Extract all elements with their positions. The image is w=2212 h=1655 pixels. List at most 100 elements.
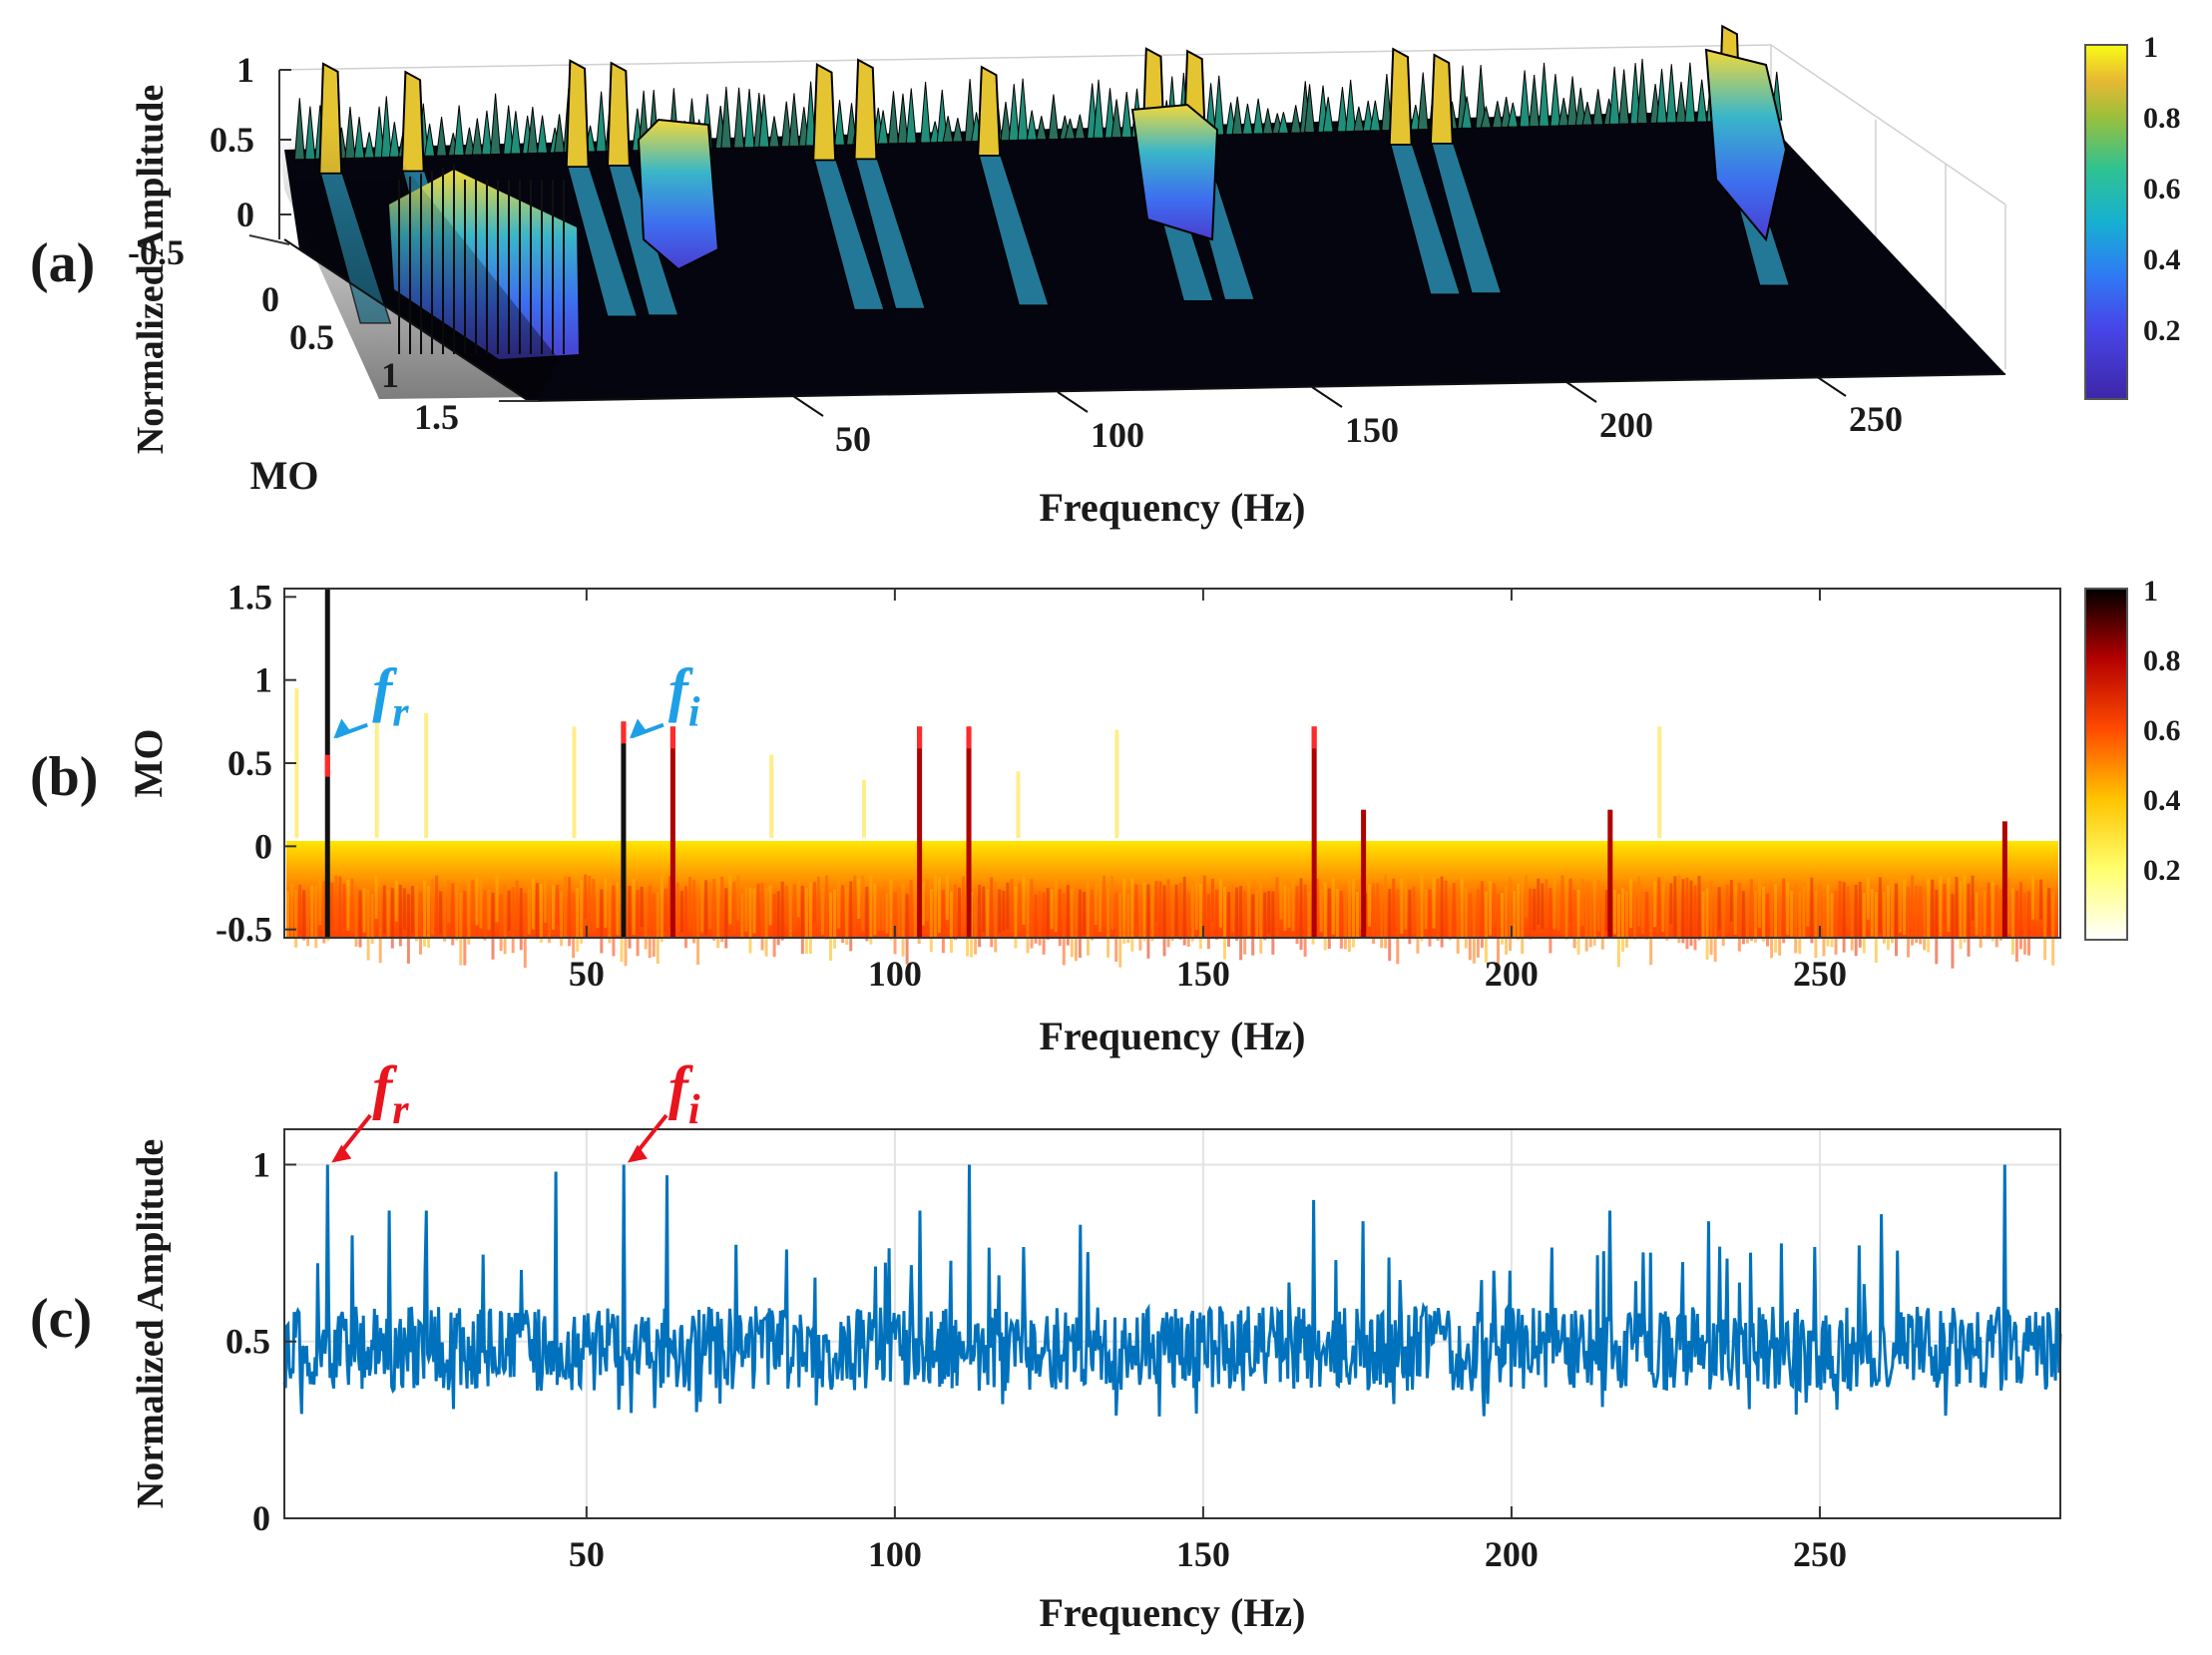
band-texture-cell xyxy=(1717,887,1721,931)
band-texture-cell xyxy=(366,889,370,961)
band-texture-cell xyxy=(1517,883,1521,941)
band-texture-cell xyxy=(1134,884,1138,926)
band-texture-cell xyxy=(1994,885,1998,948)
band-texture-cell xyxy=(1343,887,1347,950)
band-texture-cell xyxy=(780,881,784,941)
heatmap-ridge-line xyxy=(1311,726,1317,938)
band-texture-cell xyxy=(933,876,937,938)
band-texture-cell xyxy=(1303,884,1307,957)
annotation-arrowhead xyxy=(627,1144,648,1163)
band-texture-cell xyxy=(974,888,978,955)
band-texture-cell xyxy=(889,879,893,941)
band-texture-cell xyxy=(1576,889,1580,955)
band-texture-cell xyxy=(608,882,612,944)
band-texture-cell xyxy=(1890,880,1894,944)
band-texture-cell xyxy=(1870,888,1874,937)
band-texture-cell xyxy=(1106,888,1110,958)
surface-spike xyxy=(897,93,909,145)
heatmap-faint-line xyxy=(572,726,577,838)
band-texture-cell xyxy=(772,893,776,958)
band-texture-cell xyxy=(877,887,881,931)
band-texture-cell xyxy=(1818,885,1822,937)
band-texture-cell xyxy=(1770,884,1774,959)
band-texture-cell xyxy=(1612,889,1616,935)
band-texture-cell xyxy=(1050,889,1054,930)
band-texture-cell xyxy=(1182,876,1186,946)
surface-spike xyxy=(1241,103,1254,135)
band-texture-cell xyxy=(1154,880,1158,923)
band-texture-cell xyxy=(2047,888,2051,936)
band-texture-cell xyxy=(861,875,865,932)
band-texture-cell xyxy=(1283,885,1287,931)
band-texture-cell xyxy=(306,886,310,947)
band-texture-cell xyxy=(716,875,720,949)
line-x-tick-label: 200 xyxy=(1485,1534,1539,1574)
band-texture-cell xyxy=(962,876,966,932)
freq-tick-label-3d: 50 xyxy=(835,419,871,459)
freq-tick-label-3d: 150 xyxy=(1345,410,1399,450)
band-texture-cell xyxy=(1319,888,1323,933)
band-texture-cell xyxy=(1392,878,1396,932)
band-texture-cell xyxy=(1786,882,1790,936)
band-texture-cell xyxy=(1697,875,1701,941)
band-texture-cell xyxy=(1452,882,1456,929)
band-texture-cell xyxy=(1070,888,1074,958)
band-texture-cell xyxy=(1737,882,1741,952)
band-texture-cell xyxy=(1745,891,1749,944)
band-texture-cell xyxy=(1026,880,1030,954)
band-texture-cell xyxy=(350,878,354,935)
a-xlabel: Frequency (Hz) xyxy=(1040,485,1306,530)
heatmap-ridge-line xyxy=(2001,821,2007,938)
band-texture-cell xyxy=(1633,881,1637,940)
band-texture-cell xyxy=(1866,877,1870,920)
band-texture-cell xyxy=(1440,876,1444,948)
band-texture-cell xyxy=(1062,893,1066,966)
band-texture-cell xyxy=(463,891,467,966)
heatmap-x-tick-label: 100 xyxy=(868,954,922,994)
band-texture-cell xyxy=(2018,882,2022,950)
surface-peak xyxy=(812,62,837,162)
band-texture-cell xyxy=(1513,890,1517,938)
band-texture-cell xyxy=(2035,880,2039,921)
box-3d xyxy=(278,44,2006,369)
band-texture-cell xyxy=(1782,878,1786,944)
band-texture-cell xyxy=(660,875,664,943)
band-texture-cell xyxy=(1862,892,1866,954)
surface-spike xyxy=(1655,69,1668,124)
band-texture-cell xyxy=(1802,886,1806,940)
mo-tick-labels: -0.5 00.5 1 1.5 xyxy=(128,232,539,437)
band-texture-cell xyxy=(1907,886,1911,958)
band-texture-cell xyxy=(820,888,824,936)
band-texture-cell xyxy=(414,886,418,942)
band-texture-cell xyxy=(1038,891,1042,946)
surface-spike xyxy=(554,114,566,154)
heatmap-faint-line xyxy=(1114,729,1119,838)
heatmap-y-tick-label: 1.5 xyxy=(227,577,272,617)
band-texture-cell xyxy=(945,875,949,921)
band-texture-cell xyxy=(748,888,752,954)
band-texture-cell xyxy=(1444,880,1448,938)
band-texture-cell xyxy=(330,882,334,928)
surface-spike xyxy=(436,116,448,157)
band-texture-cell xyxy=(1584,882,1588,952)
band-texture-cell xyxy=(881,887,885,931)
band-texture-cell xyxy=(1046,888,1050,940)
heatmap-faint-line xyxy=(374,696,379,838)
surface-spike xyxy=(1026,110,1038,141)
surface-spike xyxy=(380,96,392,158)
band-texture-cell xyxy=(322,881,326,944)
band-texture-cell xyxy=(816,876,820,918)
band-texture-cell xyxy=(576,888,580,952)
colorbar-a xyxy=(2084,44,2128,400)
band-texture-cell xyxy=(2051,892,2055,966)
band-texture-cell xyxy=(346,880,350,931)
band-texture-cell xyxy=(560,891,564,947)
surface-ridge xyxy=(1430,143,1503,294)
b-xlabel: Frequency (Hz) xyxy=(1040,1014,1306,1058)
band-texture-cell xyxy=(1010,879,1014,936)
band-texture-cell xyxy=(1484,891,1488,963)
band-texture-cell xyxy=(1480,881,1484,949)
band-texture-cell xyxy=(1174,884,1178,936)
surface-spike xyxy=(758,94,770,148)
